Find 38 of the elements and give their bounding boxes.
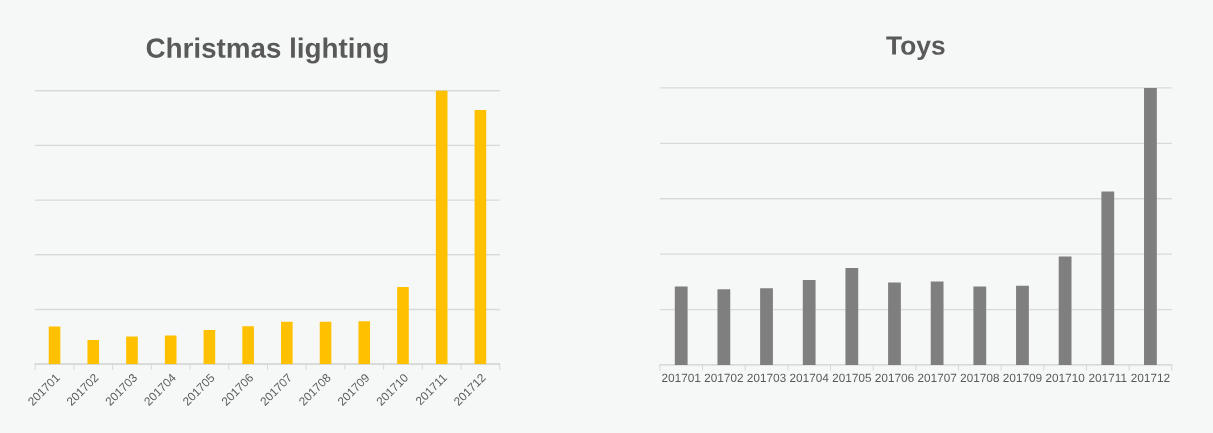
bar bbox=[845, 268, 859, 366]
bar bbox=[358, 321, 371, 365]
x-tick-label: 201711 bbox=[1089, 373, 1127, 383]
x-tick-label: 201709 bbox=[1003, 373, 1042, 383]
bar bbox=[203, 329, 216, 365]
bar bbox=[973, 286, 987, 366]
bar bbox=[1016, 285, 1029, 366]
chart-title: Christmas lighting bbox=[146, 37, 388, 64]
bar bbox=[435, 90, 448, 365]
bar bbox=[1058, 256, 1072, 366]
x-tick-label: 201712 bbox=[1131, 373, 1170, 383]
bar bbox=[48, 326, 61, 365]
bar bbox=[126, 336, 138, 365]
bar bbox=[888, 282, 901, 366]
x-tick-label: 201708 bbox=[960, 373, 999, 383]
x-tick-label: 201707 bbox=[918, 373, 957, 383]
bar bbox=[802, 279, 816, 366]
bar bbox=[281, 321, 293, 365]
x-tick-label: 201701 bbox=[662, 373, 701, 383]
x-tick-label: 201703 bbox=[747, 373, 786, 383]
bar bbox=[397, 287, 409, 365]
bar bbox=[1101, 191, 1115, 366]
bar bbox=[674, 286, 688, 366]
bar bbox=[319, 321, 332, 365]
x-tick-label: 201704 bbox=[790, 373, 829, 383]
bar bbox=[164, 335, 177, 365]
x-tick-label: 201702 bbox=[704, 373, 743, 383]
x-tick-label: 201710 bbox=[1046, 373, 1085, 383]
bar bbox=[930, 281, 944, 366]
x-tick-label: 201705 bbox=[832, 373, 872, 383]
bar bbox=[1144, 87, 1157, 366]
chart-title: Toys bbox=[886, 36, 945, 61]
bar bbox=[474, 109, 487, 365]
x-tick-label: 201706 bbox=[875, 373, 914, 383]
bar bbox=[760, 288, 773, 366]
bar bbox=[87, 340, 100, 365]
bar bbox=[242, 326, 254, 365]
bar bbox=[717, 289, 731, 366]
